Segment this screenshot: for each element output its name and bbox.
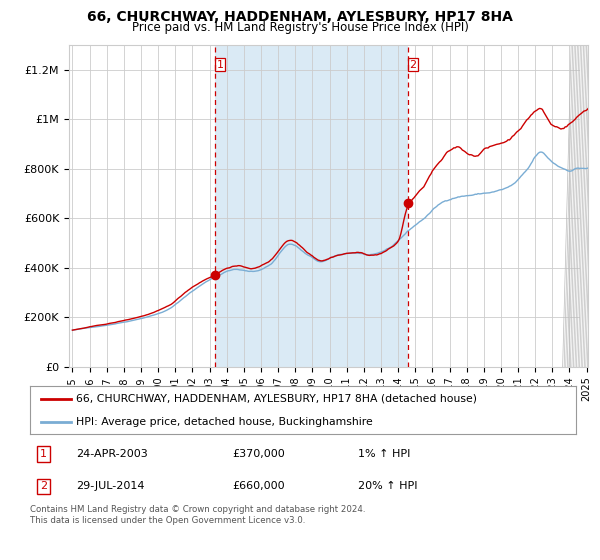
Text: £370,000: £370,000: [232, 449, 285, 459]
Bar: [215, 45, 408, 367]
Text: HPI: Average price, detached house, Buckinghamshire: HPI: Average price, detached house, Buck…: [76, 417, 373, 427]
Text: 20% ↑ HPI: 20% ↑ HPI: [358, 482, 417, 491]
Text: 66, CHURCHWAY, HADDENHAM, AYLESBURY, HP17 8HA (detached house): 66, CHURCHWAY, HADDENHAM, AYLESBURY, HP1…: [76, 394, 478, 404]
Text: 2: 2: [40, 482, 47, 491]
Text: Price paid vs. HM Land Registry's House Price Index (HPI): Price paid vs. HM Land Registry's House …: [131, 21, 469, 34]
Text: 24-APR-2003: 24-APR-2003: [76, 449, 148, 459]
Text: £660,000: £660,000: [232, 482, 284, 491]
Text: 1% ↑ HPI: 1% ↑ HPI: [358, 449, 410, 459]
Text: 1: 1: [40, 449, 47, 459]
Text: 66, CHURCHWAY, HADDENHAM, AYLESBURY, HP17 8HA: 66, CHURCHWAY, HADDENHAM, AYLESBURY, HP1…: [87, 10, 513, 24]
Text: 2: 2: [410, 60, 416, 69]
Text: 29-JUL-2014: 29-JUL-2014: [76, 482, 145, 491]
Text: 1: 1: [217, 60, 224, 69]
Text: Contains HM Land Registry data © Crown copyright and database right 2024.
This d: Contains HM Land Registry data © Crown c…: [30, 505, 365, 525]
